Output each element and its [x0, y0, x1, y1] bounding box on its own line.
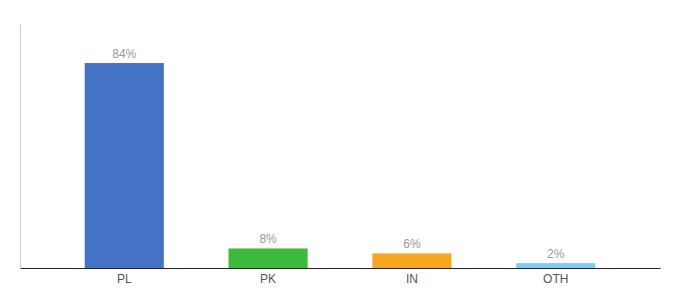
x-tick: IN — [406, 272, 418, 286]
chart-container: 84% 8% 6% 2% PL PK IN OTH — [0, 0, 680, 300]
x-tick: PL — [117, 272, 132, 286]
x-tick: PK — [260, 272, 276, 286]
x-tick: OTH — [543, 272, 568, 286]
x-axis-line — [21, 268, 661, 269]
bar — [85, 63, 164, 268]
chart-svg: 84% 8% 6% 2% PL PK IN OTH — [0, 0, 680, 300]
bars — [85, 63, 596, 268]
data-label: 2% — [547, 247, 565, 261]
x-tick-label: PL — [117, 272, 132, 286]
x-tick-label: PK — [260, 272, 276, 286]
plot-area: 84% 8% 6% 2% PL PK IN OTH — [21, 25, 661, 286]
y-axis-line — [20, 25, 21, 269]
x-tick-label: OTH — [543, 272, 568, 286]
x-tick-label: IN — [406, 272, 418, 286]
bar — [516, 263, 595, 268]
data-label: 8% — [259, 232, 277, 246]
bar — [229, 248, 308, 268]
data-labels: 84% 8% 6% 2% — [112, 47, 564, 261]
y-axis — [20, 25, 21, 269]
data-label: 6% — [403, 237, 421, 251]
data-label: 84% — [112, 47, 136, 61]
bar — [372, 253, 451, 268]
x-axis: PL PK IN OTH — [21, 269, 661, 286]
